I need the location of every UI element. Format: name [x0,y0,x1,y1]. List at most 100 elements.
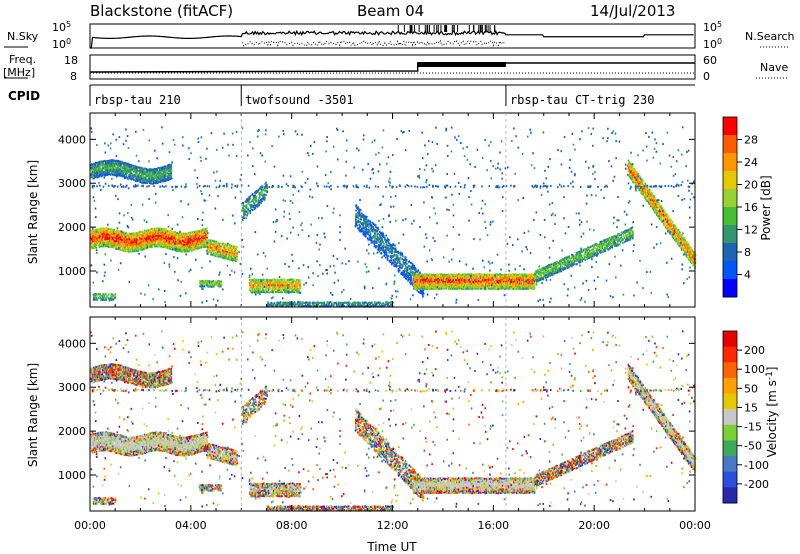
power-cell [273,303,275,306]
power-cell [122,244,125,247]
power-cell [165,235,167,238]
power-cell [136,241,138,244]
power-cell [382,232,384,235]
power-cell [494,280,497,283]
power-cell [228,244,231,247]
power-cell [95,244,98,247]
power-cell [497,278,500,281]
power-cell [252,201,255,204]
power-cell [207,245,209,248]
power-cell [232,250,235,253]
power-cell [488,287,491,290]
power-cell [146,241,149,244]
power-cell [450,276,453,279]
power-cell [111,293,114,296]
power-cell [487,284,489,287]
power-cell [356,215,359,218]
power-cell [279,281,281,284]
power-cell [307,301,309,304]
power-cell [340,301,343,304]
power-cell [506,280,509,283]
power-cell [220,247,222,250]
power-cell [109,237,112,240]
power-cell [145,178,148,181]
power-cell [231,252,234,255]
power-cell [114,232,117,235]
power-cell [387,244,390,247]
power-cell [466,286,468,289]
power-cell [376,248,379,251]
power-cell [174,232,177,235]
power-cell [253,278,256,281]
power-cell [521,277,524,280]
power-cell [416,280,418,283]
power-cell [371,241,374,244]
power-cell [439,275,441,278]
power-cell [330,301,333,304]
power-cell [189,237,191,240]
power-cell [427,275,429,278]
power-cell [258,197,260,200]
power-cell [111,242,114,245]
power-cell [265,282,268,285]
power-cell [435,278,438,281]
power-cell [526,287,529,290]
power-cell [220,242,222,245]
power-cell [452,278,455,281]
power-cell [432,284,434,287]
power-cell [262,282,265,285]
power-cell [135,234,137,237]
power-cell [152,236,155,239]
power-cell [155,180,158,183]
power-cell [261,200,263,203]
power-cell [140,169,143,172]
power-cell [426,282,429,285]
power-cell [318,302,320,305]
power-cell [296,289,299,292]
power-cell [107,227,110,230]
power-cell [415,270,417,273]
power-cell [127,248,129,251]
noise-left-tick-top: 105 [52,20,71,34]
power-cell [413,275,416,278]
power-cell [265,193,267,196]
power-cell [222,251,224,254]
power-cell [203,240,205,243]
power-cell [358,213,361,216]
power-cell [410,271,413,274]
power-cell [502,283,504,286]
power-cell [277,285,280,288]
power-cell [279,284,282,287]
power-cell [379,235,382,238]
power-cell [157,232,160,235]
power-cell [462,279,464,282]
power-cell [209,280,212,283]
power-cell [103,236,106,239]
power-cell [234,258,236,261]
power-cell [242,208,245,211]
power-cell [195,244,197,247]
power-cell [94,174,96,177]
power-cell [324,303,327,306]
power-cell [416,289,418,292]
power-cell [235,247,237,250]
power-cell [253,289,256,292]
power-cell [99,163,102,166]
power-cell [112,167,114,170]
power-cell [172,241,175,244]
power-cell [123,172,125,175]
power-cell [284,283,286,286]
power-cell [376,235,378,238]
power-cell [499,275,502,278]
power-cell [338,301,341,304]
power-cell [222,246,225,249]
power-cell [108,164,111,167]
power-cell [277,283,279,286]
power-cell [466,284,469,287]
power-cell [159,170,161,173]
power-cell [182,239,184,242]
power-cell [129,176,131,179]
power-cell [503,278,506,281]
power-cell [116,160,119,163]
power-cell [107,293,110,296]
